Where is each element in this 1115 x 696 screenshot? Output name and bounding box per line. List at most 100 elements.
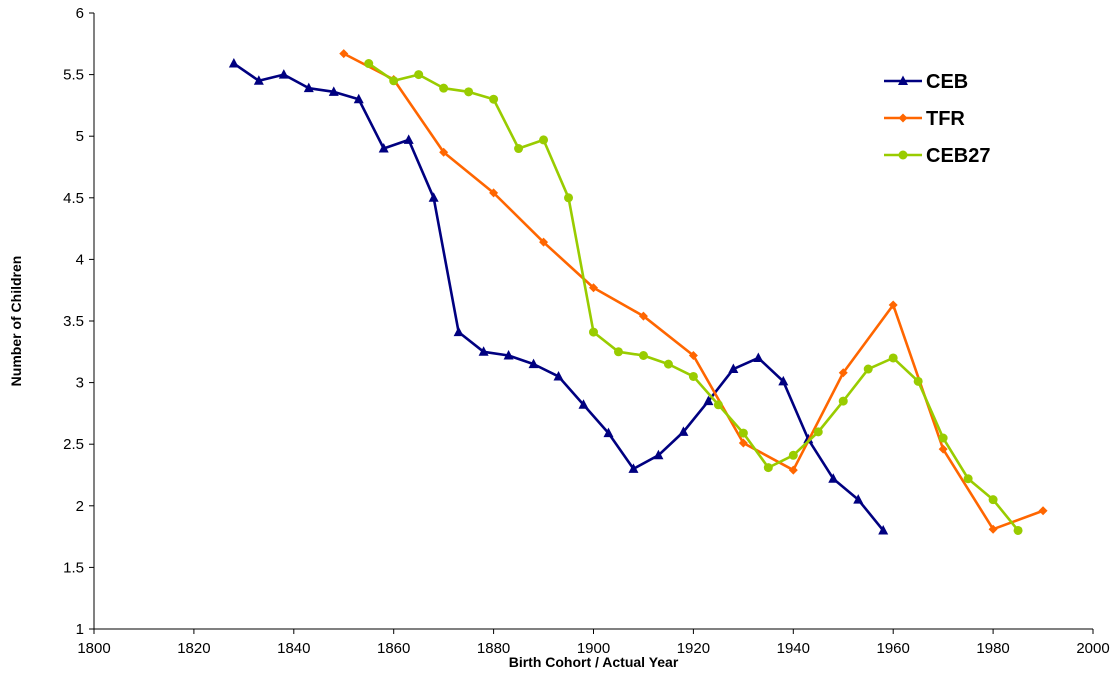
- legend-label-ceb27: CEB27: [926, 145, 990, 167]
- data-point-ceb: [553, 370, 564, 381]
- data-point-tfr: [688, 350, 698, 360]
- series-ceb: [228, 58, 889, 535]
- x-tick-label: 1820: [177, 640, 210, 657]
- series-ceb27: [364, 59, 1023, 535]
- data-point-tfr: [1038, 506, 1048, 516]
- data-point-ceb27: [788, 450, 798, 460]
- data-point-ceb27: [988, 495, 998, 505]
- data-point-tfr: [489, 188, 499, 198]
- y-tick-label: 4: [76, 251, 84, 268]
- data-point-tfr: [788, 465, 798, 475]
- data-point-ceb: [653, 449, 664, 460]
- y-ticks: 1 1.5 2 2.5 3 3.5 4 4.5 5 5.5 6: [63, 5, 94, 638]
- data-point-ceb: [378, 143, 389, 153]
- data-point-ceb27: [838, 396, 848, 406]
- axes: 11.522.533.544.555.56 1800 1820 1840 1860 18…: [63, 5, 1110, 657]
- y-tick-label: 5: [76, 128, 84, 145]
- data-point-ceb27: [464, 87, 474, 97]
- legend-label-tfr: TFR: [926, 108, 965, 130]
- data-point-ceb: [778, 375, 789, 386]
- data-point-tfr: [988, 524, 998, 534]
- data-point-ceb: [403, 134, 414, 144]
- x-axis-title: Birth Cohort / Actual Year: [509, 654, 679, 670]
- data-point-ceb: [753, 352, 764, 362]
- data-point-ceb27: [1013, 525, 1023, 535]
- data-point-ceb: [478, 346, 489, 356]
- x-tick-label: 1980: [976, 640, 1009, 657]
- data-point-ceb27: [663, 359, 673, 369]
- data-point-ceb: [328, 86, 339, 96]
- data-point-ceb27: [589, 327, 598, 337]
- data-point-ceb27: [439, 83, 449, 93]
- legend-entry-tfr: TFR: [884, 108, 965, 130]
- data-point-ceb27: [489, 94, 499, 104]
- data-point-ceb27: [414, 70, 424, 80]
- legend-entry-ceb: CEB: [884, 71, 968, 93]
- data-point-ceb: [878, 524, 889, 535]
- legend-entry-ceb27: CEB27: [884, 145, 990, 167]
- data-point-ceb: [578, 399, 589, 409]
- data-point-tfr: [938, 444, 948, 454]
- x-tick-label: 1920: [677, 640, 710, 657]
- data-point-ceb: [253, 75, 264, 85]
- data-point-ceb27: [688, 371, 698, 381]
- data-point-ceb: [603, 427, 614, 438]
- data-point-ceb27: [763, 463, 773, 473]
- data-point-ceb: [303, 82, 314, 93]
- data-point-tfr: [589, 283, 598, 293]
- data-point-ceb: [228, 58, 239, 68]
- y-tick-label: 2: [76, 498, 84, 515]
- x-tick-label: 2000: [1076, 640, 1109, 657]
- data-point-ceb27: [938, 433, 948, 443]
- legend-marker-ceb27: [898, 150, 908, 160]
- data-point-ceb27: [738, 428, 748, 438]
- data-point-ceb: [353, 93, 364, 104]
- data-point-ceb27: [514, 144, 524, 154]
- data-point-ceb27: [389, 76, 399, 86]
- y-axis-title: Number of Children: [8, 256, 24, 387]
- data-point-ceb: [678, 426, 689, 436]
- x-tick-label: 1840: [277, 640, 310, 657]
- y-tick-label: 1: [76, 621, 84, 638]
- legend-marker-ceb: [898, 75, 908, 85]
- data-point-ceb27: [963, 474, 973, 484]
- data-point-ceb27: [613, 347, 623, 357]
- data-point-ceb27: [638, 350, 648, 360]
- data-point-ceb: [628, 463, 639, 473]
- x-tick-label: 1940: [777, 640, 810, 657]
- data-point-ceb: [528, 358, 539, 369]
- x-tick-label: 1880: [477, 640, 510, 657]
- y-tick-label: 3.5: [63, 313, 84, 330]
- data-point-ceb: [828, 473, 839, 483]
- data-point-ceb27: [813, 427, 823, 437]
- x-tick-label: 1960: [877, 640, 910, 657]
- data-point-ceb: [703, 395, 714, 406]
- x-tick-label: 1900: [577, 640, 610, 657]
- x-tick-label: 1800: [77, 640, 110, 657]
- data-point-ceb: [853, 494, 864, 504]
- legend: CEB TFR CEB27: [884, 71, 990, 167]
- y-tick-label: 4.5: [63, 190, 84, 207]
- series-line-ceb27: [367, 62, 1020, 532]
- y-tick-label: 5.5: [63, 67, 84, 84]
- data-point-tfr: [638, 311, 648, 321]
- y-tick-label: 3: [76, 375, 84, 392]
- data-point-ceb27: [888, 353, 898, 363]
- y-tick-label: 6: [76, 5, 84, 22]
- data-point-tfr: [838, 368, 848, 378]
- data-point-ceb: [503, 349, 514, 360]
- x-tick-label: 1860: [377, 640, 410, 657]
- data-point-ceb: [453, 326, 464, 337]
- data-point-ceb27: [863, 364, 873, 374]
- plot-area: [228, 49, 1048, 535]
- data-point-ceb27: [713, 400, 723, 410]
- data-point-ceb: [728, 363, 739, 374]
- data-point-ceb27: [564, 193, 574, 203]
- data-point-tfr: [339, 49, 349, 59]
- data-point-tfr: [738, 438, 748, 448]
- data-point-tfr: [439, 147, 449, 157]
- legend-label-ceb: CEB: [926, 71, 968, 93]
- y-tick-label: 2.5: [63, 436, 84, 453]
- data-point-ceb27: [364, 59, 374, 69]
